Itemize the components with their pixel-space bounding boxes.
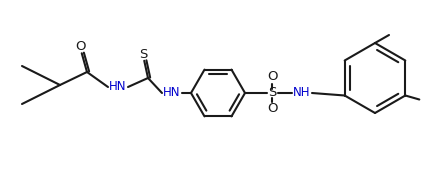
Text: HN: HN <box>163 86 181 100</box>
Text: S: S <box>268 86 276 100</box>
Text: O: O <box>75 40 85 54</box>
Text: O: O <box>267 102 277 116</box>
Text: O: O <box>267 70 277 83</box>
Text: NH: NH <box>293 86 311 100</box>
Text: S: S <box>139 48 147 62</box>
Text: HN: HN <box>109 81 127 93</box>
